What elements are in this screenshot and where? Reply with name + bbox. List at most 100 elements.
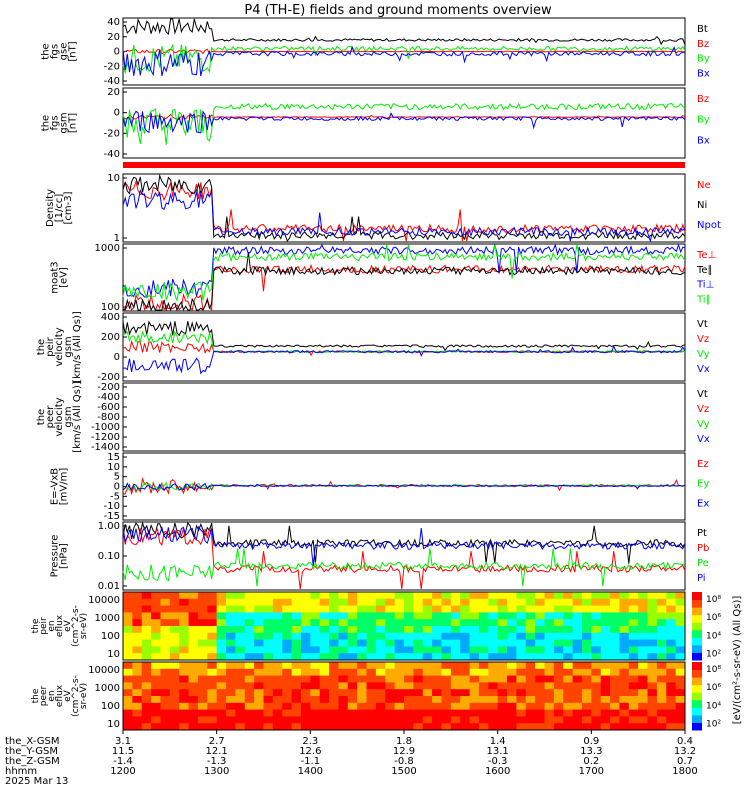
spectrogram-cell [141,702,152,711]
ytick-fgs_gse-0: 40 [107,17,120,28]
spectrogram-cell [638,682,649,690]
spectrogram-cell [469,682,480,690]
spectrogram-cell [675,696,686,704]
ylabel-fgs_gse-1: fgs [50,44,61,59]
spectrogram-cell [441,682,452,690]
spectrogram-cell [291,702,302,711]
spectrogram-cell [516,696,527,704]
spectrogram-cell [432,709,442,717]
spectrogram-cell [226,639,236,647]
spectrogram-cell [263,689,274,697]
spectrogram-cell [619,675,630,683]
spectrogram-cell [347,592,358,600]
legend-peer_velocity-1: Vz [697,404,709,415]
spectrogram-cell [581,653,592,661]
spectrogram-cell [300,696,311,704]
spectrogram-cell [160,716,171,724]
spectrogram-cell [169,646,180,654]
spectrogram-cell [656,592,667,600]
spectrogram-cell [563,682,574,690]
spectrogram-cell [366,598,377,607]
legend-density-0: Ne [697,180,711,191]
spectrogram-cell [291,689,302,697]
spectrogram-cell [310,689,321,697]
spectrogram-cell [628,696,639,704]
spectrogram-cell [357,626,368,634]
spectrogram-cell [188,612,199,620]
spectrogram-cell [450,723,461,731]
spectrogram-cell [404,668,414,677]
ytick-density-1: 1 [114,233,120,244]
spectrogram-cell [179,626,190,634]
spectrogram-cell [581,682,592,690]
spectrogram-cell [385,716,396,724]
spectrogram-cell [216,682,227,690]
spectrogram-cell [553,716,564,724]
spectrogram-cell [141,612,152,620]
xaxis-z-1: -1.3 [207,756,227,767]
spectrogram-cell [581,605,592,613]
spectrogram-cell [394,639,405,647]
spectrogram-cell [469,723,480,731]
spectrogram-cell [244,592,255,600]
spectrogram-cell [254,675,264,683]
spectrogram-cell [244,639,255,647]
spectrogram-cell [450,592,461,600]
spectrogram-cell [591,653,602,661]
spectrogram-cell [572,675,583,683]
series-line-fgs_gsm-Bx [122,110,686,134]
spectrogram-cell [319,619,330,627]
spectrogram-cell [591,662,602,670]
ylabel-fgs_gse-3: [nT] [68,41,79,61]
spectrogram-cell [563,709,574,717]
spectrogram-cell [460,653,471,661]
spectrogram-cell [460,592,471,600]
spectrogram-cell [553,668,564,677]
spectrogram-cell [151,668,161,677]
spectrogram-cell [628,716,639,724]
spectrogram-cell [310,675,321,683]
xaxis-y-0: 11.5 [112,746,134,757]
spectrogram-cell [535,682,545,690]
spectrogram-cell [141,675,152,683]
spectrogram-cell [422,626,433,634]
spectrogram-cell [197,682,208,690]
colorbar-step [692,622,702,631]
spectrogram-cell [404,682,414,690]
spectrogram-cell [600,626,611,634]
spectrogram-cell [123,592,133,600]
spectrogram-cell [272,716,283,724]
spectrogram-cell [282,639,293,647]
spectrogram-cell [291,626,302,634]
spectrogram-cell [235,612,246,620]
spectrogram-cell [535,668,545,677]
spectrogram-cell [553,592,564,600]
spectrogram-cell [497,639,508,647]
spectrogram-cell [132,709,143,717]
spectrogram-cell [507,639,517,647]
ytick-peir_velocity-3: -200 [97,372,120,383]
spectrogram-cell [478,639,489,647]
spectrogram-cell [282,675,293,683]
spectrogram-cell [197,612,208,620]
spectrogram-cell [450,653,461,661]
spectrogram-cell [591,668,602,677]
spectrogram-cell [404,605,414,613]
spectrogram-cell [413,716,424,724]
spectrogram-cell [675,653,686,661]
spectrogram-cell [357,723,368,731]
spectrogram-cell [179,702,190,711]
spectrogram-cell [291,612,302,620]
spectrogram-cell [638,675,649,683]
spectrogram-cell [544,598,555,607]
spectrogram-cell [675,598,686,607]
spectrogram-cell [282,682,293,690]
spectrogram-cell [478,702,489,711]
spectrogram-cell [488,723,499,731]
spectrogram-cell [516,675,527,683]
spectrogram-cell [197,709,208,717]
spectrogram-cell [319,639,330,647]
spectrogram-cell [197,689,208,697]
spectrogram-cell [450,689,461,697]
